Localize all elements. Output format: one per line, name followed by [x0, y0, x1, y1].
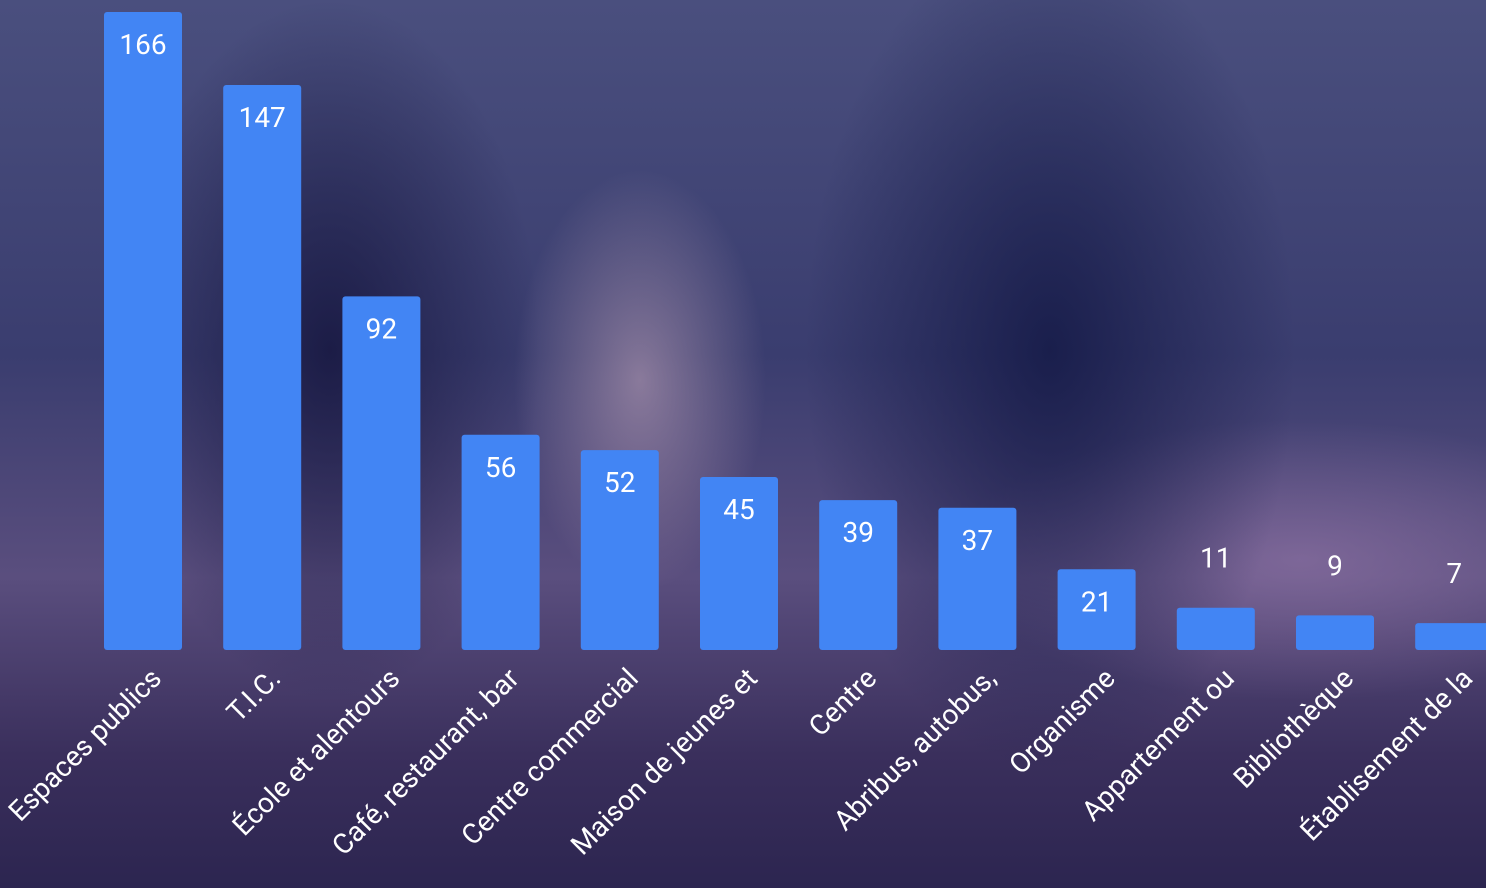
- value-label: 37: [962, 524, 993, 557]
- x-tick-label: Organisme: [1002, 662, 1121, 781]
- value-label: 92: [366, 312, 397, 345]
- x-tick-label: T.I.C.: [220, 662, 287, 729]
- value-label: 9: [1327, 549, 1343, 582]
- page: 166Espaces publics147T.I.C.92École et al…: [0, 0, 1486, 888]
- value-label: 11: [1200, 542, 1231, 575]
- value-label: 166: [119, 28, 166, 61]
- value-label: 52: [604, 466, 635, 499]
- bar: [1296, 615, 1374, 650]
- x-tick-label: Centre: [802, 662, 883, 743]
- value-label: 7: [1446, 557, 1462, 590]
- value-label: 147: [239, 101, 286, 134]
- x-tick-label: Bibliothèque: [1227, 662, 1360, 795]
- bar: [1177, 608, 1255, 650]
- bar: [342, 296, 420, 650]
- value-label: 21: [1081, 585, 1112, 618]
- bar: [1415, 623, 1486, 650]
- bar: [223, 85, 301, 650]
- value-label: 45: [723, 493, 754, 526]
- value-label: 39: [842, 516, 873, 549]
- value-label: 56: [485, 451, 516, 484]
- bar: [104, 12, 182, 650]
- chart: 166Espaces publics147T.I.C.92École et al…: [0, 0, 1486, 888]
- x-tick-label: Espaces publics: [2, 662, 168, 828]
